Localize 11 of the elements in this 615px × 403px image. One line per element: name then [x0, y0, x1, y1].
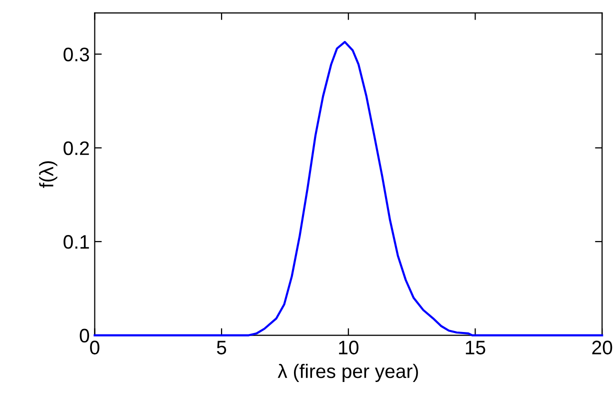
x-tick-label: 10 — [339, 340, 358, 354]
y-axis-title: f(λ) — [39, 161, 58, 188]
y-tick-label: 0.1 — [64, 235, 89, 249]
x-tick-label: 15 — [466, 340, 486, 354]
x-tick-label: 20 — [592, 340, 612, 354]
y-tick-label: 0.3 — [64, 48, 89, 62]
y-tick-label: 0 — [80, 328, 90, 343]
x-tick-label: 0 — [90, 340, 100, 354]
x-axis-title: λ (fires per year) — [278, 364, 418, 382]
x-tick-label: 5 — [216, 340, 226, 354]
y-tick-label: 0.2 — [64, 141, 89, 156]
